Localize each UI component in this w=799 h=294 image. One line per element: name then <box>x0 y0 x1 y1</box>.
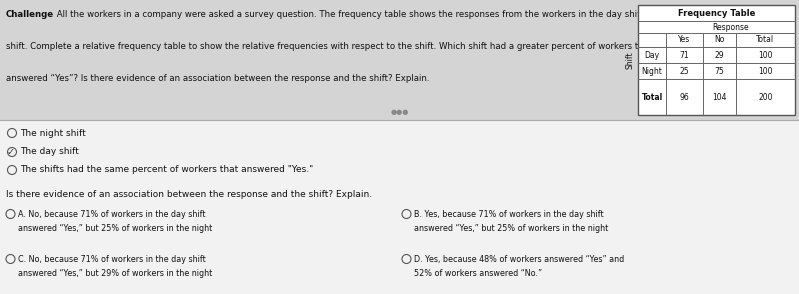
Bar <box>0 120 799 294</box>
Text: 100: 100 <box>758 51 773 59</box>
Text: Response: Response <box>712 23 749 31</box>
Bar <box>638 5 795 115</box>
Text: D. Yes, because 48% of workers answered “Yes” and: D. Yes, because 48% of workers answered … <box>414 255 624 264</box>
Text: ✓: ✓ <box>7 146 15 156</box>
Text: Challenge: Challenge <box>6 10 54 19</box>
Text: Frequency Table: Frequency Table <box>678 9 755 18</box>
Text: answered “Yes,” but 25% of workers in the night: answered “Yes,” but 25% of workers in th… <box>18 224 213 233</box>
Text: answered “Yes,” but 25% of workers in the night: answered “Yes,” but 25% of workers in th… <box>414 224 608 233</box>
Text: 29: 29 <box>714 51 725 59</box>
Text: Night: Night <box>642 66 662 76</box>
Text: A. No, because 71% of workers in the day shift: A. No, because 71% of workers in the day… <box>18 210 205 219</box>
Text: Total: Total <box>757 36 774 44</box>
Text: 100: 100 <box>758 66 773 76</box>
Text: 104: 104 <box>712 93 727 101</box>
Text: Shift: Shift <box>626 51 634 69</box>
Text: The day shift: The day shift <box>21 148 79 156</box>
Text: ●●●: ●●● <box>391 109 408 115</box>
Text: B. Yes, because 71% of workers in the day shift: B. Yes, because 71% of workers in the da… <box>414 210 603 219</box>
Text: 200: 200 <box>758 93 773 101</box>
Text: Total: Total <box>642 93 662 101</box>
Text: Day: Day <box>645 51 659 59</box>
Bar <box>0 0 799 120</box>
Text: Is there evidence of an association between the response and the shift? Explain.: Is there evidence of an association betw… <box>6 190 372 199</box>
Text: No: No <box>714 36 725 44</box>
Text: shift. Complete a relative frequency table to show the relative frequencies with: shift. Complete a relative frequency tab… <box>6 42 652 51</box>
Text: answered “Yes,” but 29% of workers in the night: answered “Yes,” but 29% of workers in th… <box>18 269 213 278</box>
Text: The shifts had the same percent of workers that answered "Yes.": The shifts had the same percent of worke… <box>21 166 314 175</box>
Text: Yes: Yes <box>678 36 690 44</box>
Text: 52% of workers answered “No.”: 52% of workers answered “No.” <box>414 269 543 278</box>
Text: All the workers in a company were asked a survey question. The frequency table s: All the workers in a company were asked … <box>54 10 687 19</box>
Text: The night shift: The night shift <box>21 128 86 138</box>
Text: 75: 75 <box>714 66 725 76</box>
Text: answered “Yes”? Is there evidence of an association between the response and the: answered “Yes”? Is there evidence of an … <box>6 74 430 83</box>
Text: C. No, because 71% of workers in the day shift: C. No, because 71% of workers in the day… <box>18 255 206 264</box>
Text: 96: 96 <box>680 93 690 101</box>
Text: 71: 71 <box>680 51 690 59</box>
Text: 25: 25 <box>680 66 690 76</box>
